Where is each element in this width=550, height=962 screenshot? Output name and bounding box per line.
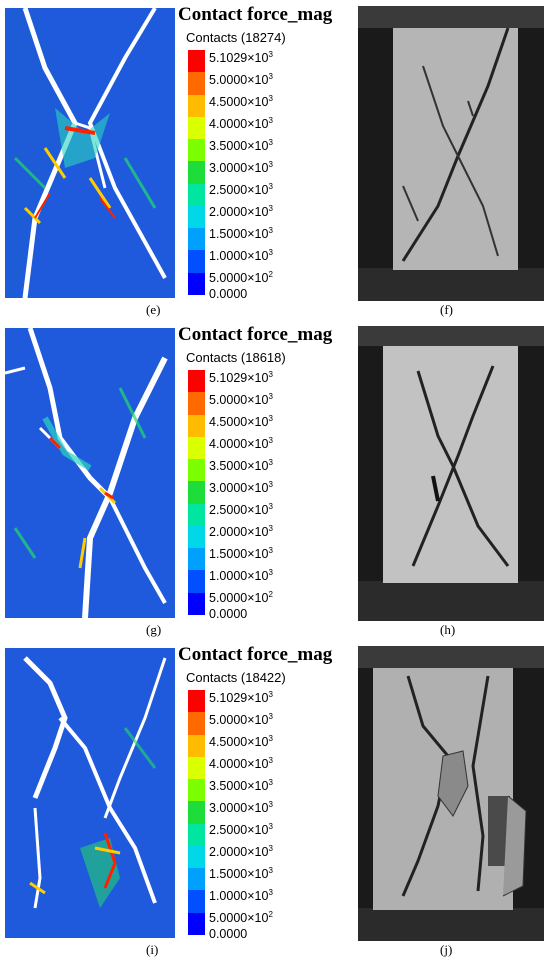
legend-value: 4.0000×103 (209, 435, 273, 451)
legend-value: 1.0000×103 (209, 567, 273, 583)
specimen-photo (358, 646, 544, 941)
contact-force-legend: Contact force_mag Contacts (18274) 5.102… (178, 4, 332, 304)
legend-value: 5.0000×102 (209, 589, 273, 605)
legend-title: Contact force_mag (178, 324, 333, 345)
legend-value: 3.0000×103 (209, 479, 273, 495)
legend-value: 5.1029×103 (209, 369, 273, 385)
contact-force-legend: Contact force_mag Contacts (18422) 5.102… (178, 644, 332, 944)
color-scale-bar (188, 690, 205, 935)
sim-caption: (e) (146, 302, 161, 317)
legend-value: 1.5000×103 (209, 225, 273, 241)
legend-value: 1.0000×103 (209, 887, 273, 903)
contacts-count: Contacts (18422) (186, 670, 286, 685)
legend-value: 0.0000 (209, 607, 248, 621)
simulation-contact-force-map (5, 328, 175, 618)
legend-value: 0.0000 (209, 927, 248, 941)
photo-caption: (h) (440, 622, 456, 637)
legend-value: 1.0000×103 (209, 247, 273, 263)
photo-caption: (j) (440, 942, 453, 957)
photo-caption: (f) (440, 302, 453, 317)
legend-value: 2.5000×103 (209, 181, 273, 197)
legend-value: 3.5000×103 (209, 457, 273, 473)
simulation-contact-force-map (5, 8, 175, 298)
contacts-count: Contacts (18274) (186, 30, 286, 45)
sim-caption: (i) (146, 942, 159, 957)
legend-value: 5.0000×103 (209, 711, 273, 727)
legend-value: 3.0000×103 (209, 799, 273, 815)
legend-value: 5.0000×102 (209, 269, 273, 285)
figure-row-1: Contact force_mag Contacts (18274) 5.102… (0, 0, 550, 320)
legend-value: 1.5000×103 (209, 865, 273, 881)
contact-force-legend: Contact force_mag Contacts (18618) 5.102… (178, 324, 332, 624)
legend-value: 5.1029×103 (209, 49, 273, 65)
legend-value: 5.0000×103 (209, 391, 273, 407)
specimen-photo (358, 326, 544, 621)
legend-value: 1.5000×103 (209, 545, 273, 561)
legend-value: 5.1029×103 (209, 689, 273, 705)
legend-value: 4.5000×103 (209, 93, 273, 109)
figure-row-3: Contact force_mag Contacts (18422) 5.102… (0, 640, 550, 960)
legend-value: 3.5000×103 (209, 137, 273, 153)
legend-value: 4.0000×103 (209, 755, 273, 771)
contacts-count: Contacts (18618) (186, 350, 286, 365)
legend-value: 2.0000×103 (209, 523, 273, 539)
legend-value: 3.5000×103 (209, 777, 273, 793)
simulation-contact-force-map (5, 648, 175, 938)
specimen-photo (358, 6, 544, 301)
legend-value: 4.0000×103 (209, 115, 273, 131)
legend-value: 4.5000×103 (209, 413, 273, 429)
legend-value: 2.0000×103 (209, 203, 273, 219)
sim-caption: (g) (146, 622, 162, 637)
legend-value: 5.0000×103 (209, 71, 273, 87)
color-scale-bar (188, 370, 205, 615)
legend-value: 2.5000×103 (209, 501, 273, 517)
legend-value: 5.0000×102 (209, 909, 273, 925)
legend-value: 0.0000 (209, 287, 248, 301)
legend-value: 2.0000×103 (209, 843, 273, 859)
figure-row-2: Contact force_mag Contacts (18618) 5.102… (0, 320, 550, 640)
legend-value: 3.0000×103 (209, 159, 273, 175)
legend-title: Contact force_mag (178, 644, 333, 665)
legend-title: Contact force_mag (178, 4, 333, 25)
legend-value: 4.5000×103 (209, 733, 273, 749)
legend-value: 2.5000×103 (209, 821, 273, 837)
color-scale-bar (188, 50, 205, 295)
